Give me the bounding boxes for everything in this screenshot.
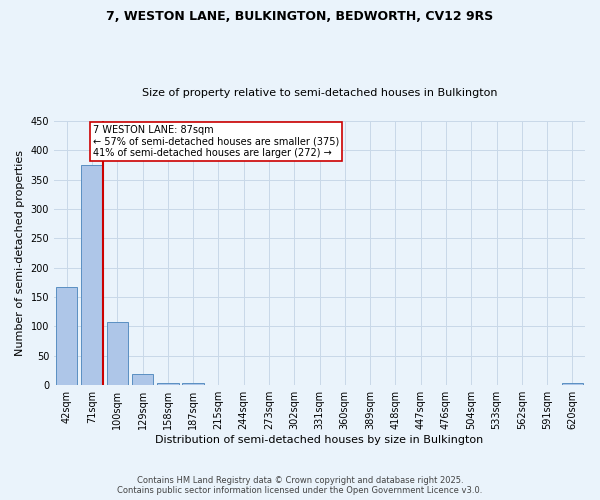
X-axis label: Distribution of semi-detached houses by size in Bulkington: Distribution of semi-detached houses by … (155, 435, 484, 445)
Bar (157, 383, 179, 385)
Text: 7 WESTON LANE: 87sqm
← 57% of semi-detached houses are smaller (375)
41% of semi: 7 WESTON LANE: 87sqm ← 57% of semi-detac… (93, 125, 340, 158)
Bar (132, 374, 153, 385)
Text: Contains HM Land Registry data © Crown copyright and database right 2025.
Contai: Contains HM Land Registry data © Crown c… (118, 476, 482, 495)
Bar (56, 286, 77, 385)
Title: Size of property relative to semi-detached houses in Bulkington: Size of property relative to semi-detach… (142, 88, 497, 98)
Y-axis label: Number of semi-detached properties: Number of semi-detached properties (15, 150, 25, 356)
Bar (81, 165, 103, 385)
Text: 7, WESTON LANE, BULKINGTON, BEDWORTH, CV12 9RS: 7, WESTON LANE, BULKINGTON, BEDWORTH, CV… (106, 10, 494, 23)
Bar (562, 383, 583, 385)
Bar (107, 322, 128, 385)
Bar (182, 384, 204, 385)
